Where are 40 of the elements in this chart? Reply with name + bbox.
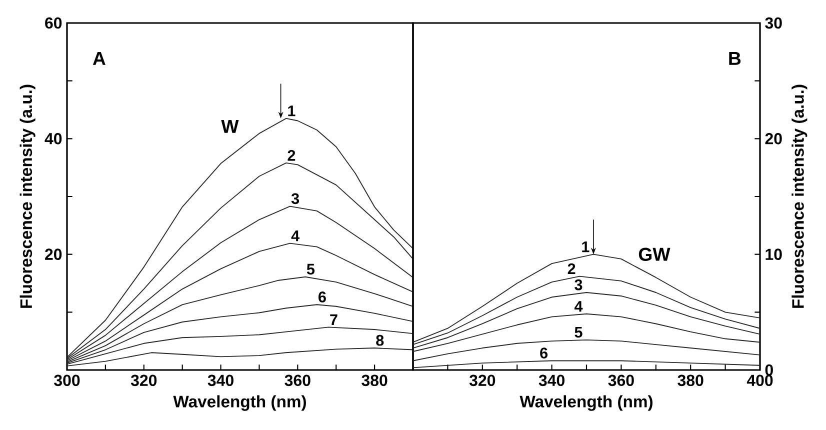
y-tick-label: 0 <box>765 364 773 376</box>
series-label: 2 <box>288 150 296 161</box>
line-series <box>412 360 760 368</box>
annotation: W <box>221 120 239 133</box>
x-axis-title: Wavelength (nm) <box>173 395 306 411</box>
series-label: 4 <box>574 301 583 312</box>
series-label: 6 <box>540 348 548 358</box>
y-axis-title: Fluorescence intensity (a.u.) <box>792 84 808 308</box>
annotation: B <box>729 52 741 65</box>
annotation: A <box>92 52 106 65</box>
series-label: 7 <box>330 314 338 325</box>
x-tick-label: 380 <box>362 374 388 386</box>
series-label: 5 <box>574 326 582 338</box>
x-tick-label: 380 <box>678 374 704 386</box>
x-tick-label: 400 <box>746 374 773 386</box>
y-tick-label: 60 <box>45 17 62 29</box>
y-tick-label: 20 <box>765 133 782 144</box>
series-label: 3 <box>574 279 582 290</box>
x-tick-label: 300 <box>54 374 80 386</box>
x-tick-label: 360 <box>284 374 310 386</box>
series-label: 6 <box>318 292 326 302</box>
x-tick-label: 320 <box>469 374 496 386</box>
x-tick-label: 360 <box>608 374 634 386</box>
y-axis-title: Fluorescence intensity (a.u.) <box>20 84 36 308</box>
y-tick-label: 30 <box>765 17 782 29</box>
y-tick-label: 20 <box>45 248 62 260</box>
series-label: 2 <box>568 263 576 274</box>
y-tick-label: 10 <box>766 248 782 260</box>
series-label: 4 <box>291 230 300 242</box>
series-label: 5 <box>306 264 315 275</box>
series-label: 8 <box>376 334 384 346</box>
x-tick-label: 340 <box>538 374 564 386</box>
x-axis-title: Wavelength (nm) <box>520 395 652 411</box>
series-label: 1 <box>288 106 296 116</box>
series-label: 3 <box>291 193 300 204</box>
x-tick-label: 320 <box>130 374 157 386</box>
y-tick-label: 40 <box>44 133 62 144</box>
x-tick-label: 340 <box>208 374 234 386</box>
annotation: GW <box>638 248 670 261</box>
series-label: 1 <box>582 242 590 252</box>
